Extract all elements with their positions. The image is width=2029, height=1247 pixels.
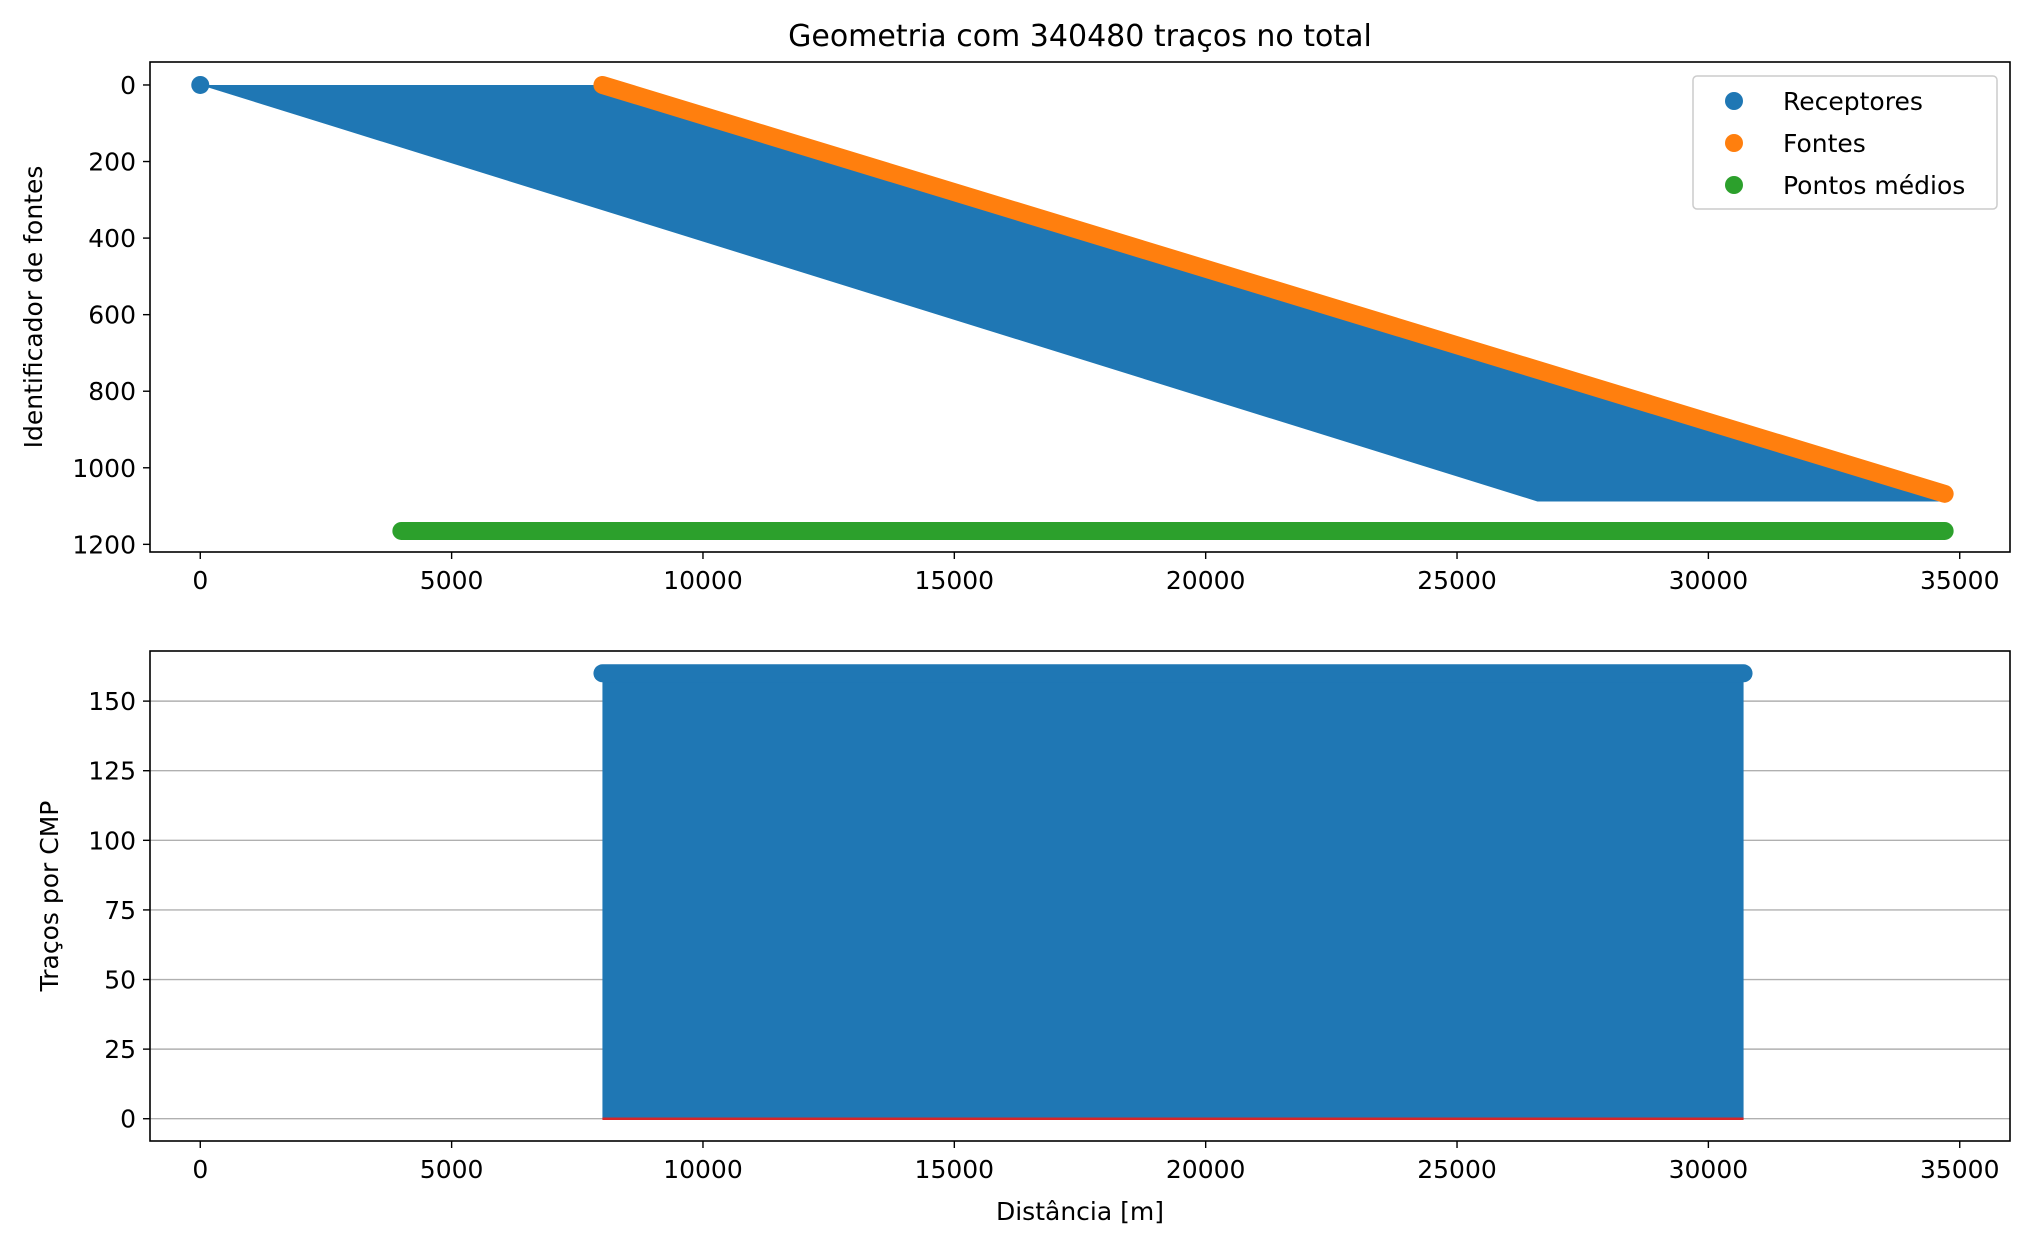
bottom-x-tick-label: 0 <box>192 1155 208 1184</box>
top-x-tick-label: 25000 <box>1417 566 1497 595</box>
top-x-tick-label: 0 <box>192 566 208 595</box>
bottom-x-tick-label: 15000 <box>915 1155 995 1184</box>
bottom-x-tick-label: 30000 <box>1669 1155 1749 1184</box>
chart-title: Geometria com 340480 traços no total <box>788 19 1372 54</box>
top-y-tick-label: 400 <box>88 224 136 253</box>
top-plot-area <box>191 75 1954 540</box>
bottom-x-tick-label: 10000 <box>663 1155 743 1184</box>
bottom-y-tick-label: 75 <box>104 896 136 925</box>
bottom-y-tick-label: 125 <box>88 757 136 786</box>
receptores-region <box>200 84 1945 502</box>
legend-marker-pontos-medios <box>1725 176 1743 194</box>
legend-label-receptores: Receptores <box>1783 87 1923 116</box>
top-subplot: 0 5000 10000 15000 20000 25000 30000 35000 0 200… <box>19 61 2011 595</box>
top-x-ticks: 0 5000 10000 15000 20000 25000 30000 35000 <box>192 552 1999 595</box>
bottom-y-axis-label: Traços por CMP <box>35 801 64 993</box>
top-y-axis-label: Identificador de fontes <box>19 166 48 449</box>
bottom-subplot: 0 5000 10000 15000 20000 25000 30000 35000 0 25 5… <box>35 650 2011 1226</box>
bottom-y-tick-label: 25 <box>104 1035 136 1064</box>
bottom-y-ticks: 0 25 50 75 100 125 150 <box>88 687 150 1134</box>
top-y-tick-label: 0 <box>120 71 136 100</box>
bottom-x-axis-label: Distância [m] <box>996 1197 1164 1226</box>
top-x-tick-label: 5000 <box>420 566 484 595</box>
top-x-tick-label: 15000 <box>915 566 995 595</box>
top-x-tick-label: 10000 <box>663 566 743 595</box>
bottom-y-tick-label: 0 <box>120 1105 136 1134</box>
bottom-x-tick-label: 20000 <box>1166 1155 1246 1184</box>
top-x-tick-label: 20000 <box>1166 566 1246 595</box>
cmp-fold-bars <box>602 673 1744 1119</box>
bottom-axes-frame <box>149 650 2011 1142</box>
top-y-tick-label: 200 <box>88 148 136 177</box>
top-x-tick-label: 35000 <box>1920 566 2000 595</box>
bottom-x-tick-label: 35000 <box>1920 1155 2000 1184</box>
legend-label-fontes: Fontes <box>1783 129 1866 158</box>
fontes-line <box>593 75 1954 503</box>
legend-label-pontos-medios: Pontos médios <box>1783 171 1965 200</box>
bottom-x-tick-label: 5000 <box>420 1155 484 1184</box>
top-axes-frame <box>149 61 2011 553</box>
bottom-plot-area <box>593 664 1753 1120</box>
receptores-start-marker <box>191 75 210 94</box>
legend-entry-pontos-medios: Pontos médios <box>1725 171 1965 200</box>
legend-entry-receptores: Receptores <box>1725 87 1923 116</box>
legend: Receptores Fontes Pontos médios <box>1692 75 1998 210</box>
top-y-tick-label: 1000 <box>72 454 136 483</box>
top-y-tick-label: 600 <box>88 301 136 330</box>
bottom-x-tick-label: 25000 <box>1417 1155 1497 1184</box>
bottom-y-tick-label: 100 <box>88 826 136 855</box>
top-y-tick-label: 800 <box>88 377 136 406</box>
top-y-ticks: 0 200 400 600 800 1000 1200 <box>72 71 150 559</box>
bottom-y-tick-label: 50 <box>104 966 136 995</box>
legend-marker-fontes <box>1725 134 1743 152</box>
legend-frame <box>1692 75 1998 210</box>
top-y-tick-label: 1200 <box>72 530 136 559</box>
legend-entry-fontes: Fontes <box>1725 129 1866 158</box>
top-x-tick-label: 30000 <box>1669 566 1749 595</box>
bottom-y-tick-label: 150 <box>88 687 136 716</box>
bottom-x-ticks: 0 5000 10000 15000 20000 25000 30000 35000 <box>192 1141 1999 1184</box>
legend-marker-receptores <box>1725 92 1743 110</box>
